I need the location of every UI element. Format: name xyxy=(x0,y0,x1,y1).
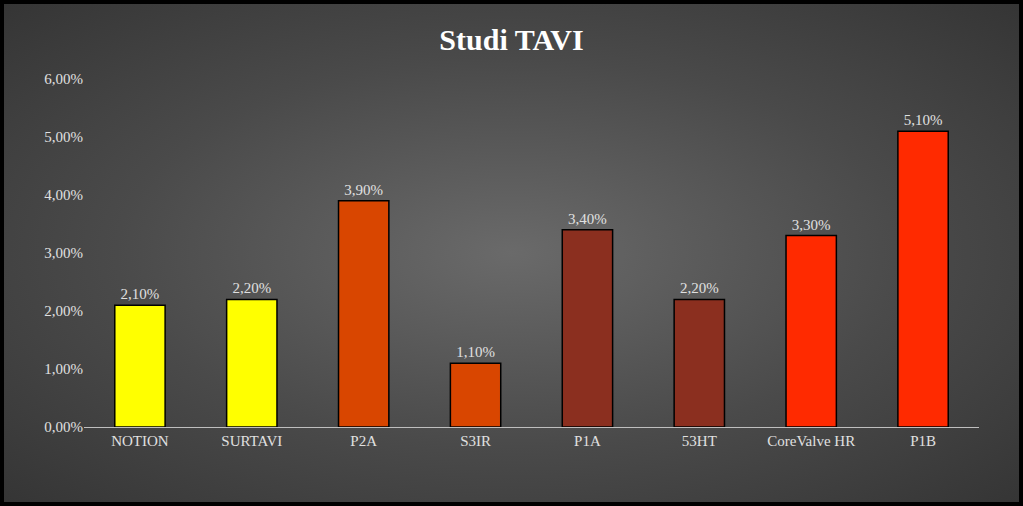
svg-text:CoreValve HR: CoreValve HR xyxy=(767,433,855,449)
svg-text:2,10%: 2,10% xyxy=(121,286,160,302)
svg-text:3,90%: 3,90% xyxy=(344,182,383,198)
svg-text:2,20%: 2,20% xyxy=(680,280,719,296)
svg-text:SURTAVI: SURTAVI xyxy=(221,433,282,449)
svg-text:2,00%: 2,00% xyxy=(44,303,83,319)
svg-text:3,00%: 3,00% xyxy=(44,245,83,261)
svg-text:P1B: P1B xyxy=(910,433,936,449)
svg-text:Studi TAVI: Studi TAVI xyxy=(439,23,583,56)
svg-text:5,00%: 5,00% xyxy=(44,129,83,145)
svg-text:4,00%: 4,00% xyxy=(44,187,83,203)
svg-text:5,10%: 5,10% xyxy=(904,112,943,128)
svg-text:P2A: P2A xyxy=(350,433,377,449)
svg-text:6,00%: 6,00% xyxy=(44,71,83,87)
svg-text:0,00%: 0,00% xyxy=(44,419,83,435)
svg-text:2,20%: 2,20% xyxy=(232,280,271,296)
svg-text:3,30%: 3,30% xyxy=(792,217,831,233)
svg-text:1,00%: 1,00% xyxy=(44,361,83,377)
svg-text:3,40%: 3,40% xyxy=(568,211,607,227)
svg-text:1,10%: 1,10% xyxy=(456,344,495,360)
svg-text:NOTION: NOTION xyxy=(111,433,169,449)
svg-text:P1A: P1A xyxy=(574,433,601,449)
svg-text:S3IR: S3IR xyxy=(460,433,491,449)
svg-text:53HT: 53HT xyxy=(682,433,717,449)
